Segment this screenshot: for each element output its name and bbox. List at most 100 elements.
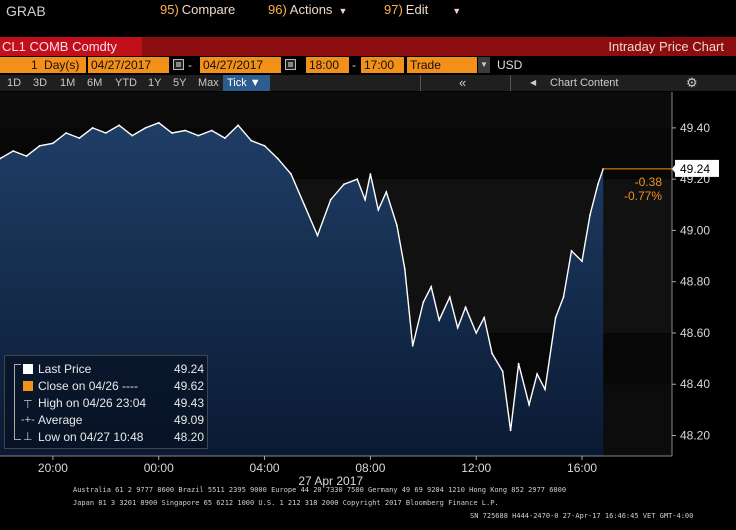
start-date-field[interactable]: 04/27/2017 xyxy=(88,57,169,73)
range-1y-button[interactable]: 1Y xyxy=(148,77,162,89)
range-1m-button[interactable]: 1M xyxy=(60,77,76,89)
period-unit: Day(s) xyxy=(44,58,80,72)
legend-value: 49.62 xyxy=(173,379,204,393)
price-point xyxy=(171,132,173,134)
x-tick-label: 04:00 xyxy=(250,461,280,475)
footer-line: Australia 61 2 9777 8600 Brazil 5511 239… xyxy=(73,486,567,494)
price-point xyxy=(448,296,451,298)
compare-button[interactable]: 95) Compare xyxy=(160,0,235,19)
currency-label: USD xyxy=(497,58,523,72)
price-point xyxy=(597,183,599,186)
period-field[interactable]: 1 Day(s) xyxy=(0,57,86,73)
average-marker-icon: -+- xyxy=(21,414,35,426)
chart-type-title: Intraday Price Chart xyxy=(608,39,724,54)
price-point xyxy=(356,178,359,181)
price-point xyxy=(144,127,147,129)
edit-menu[interactable]: 97) Edit ▼ xyxy=(384,0,461,19)
y-tick-label: 48.80 xyxy=(680,275,710,289)
price-point xyxy=(430,285,433,288)
range-ytd-button[interactable]: YTD xyxy=(115,77,137,89)
price-point xyxy=(369,173,372,175)
price-point xyxy=(38,144,41,147)
price-point xyxy=(303,203,306,206)
price-point xyxy=(157,121,160,124)
compare-number: 95) xyxy=(160,2,179,17)
price-point xyxy=(184,129,187,132)
collapse-back-icon[interactable]: « xyxy=(459,75,467,90)
end-time-field[interactable]: 17:00 xyxy=(361,57,404,73)
price-point xyxy=(385,191,388,193)
calendar-icon[interactable] xyxy=(173,59,184,70)
legend-value: 49.43 xyxy=(173,396,204,410)
price-point xyxy=(589,214,591,216)
ticker-field[interactable]: CL1 COMB Comdty xyxy=(0,37,142,56)
price-point xyxy=(403,268,406,270)
price-point xyxy=(131,134,134,137)
x-tick-label: 16:00 xyxy=(567,461,597,475)
x-axis: 20:00 00:00 04:00 08:00 12:00 16:00 27 Apr 201… xyxy=(0,455,672,488)
price-point xyxy=(237,124,240,127)
price-point xyxy=(263,144,266,147)
price-annotation: 49.24 -0.38-0.77% xyxy=(603,159,719,203)
toolbar-divider xyxy=(420,75,421,91)
price-point xyxy=(25,155,28,157)
price-point xyxy=(91,127,94,129)
edit-label: Edit xyxy=(405,2,429,17)
price-chart[interactable]: 48.20 48.40 48.60 48.80 49.00 49.20 49.40 20:0… xyxy=(0,92,736,530)
x-tick-label: 20:00 xyxy=(38,461,68,475)
price-point xyxy=(78,137,81,139)
high-marker-icon: ⊤ xyxy=(23,399,33,411)
chart-legend[interactable]: Last Price 49.24 Close on 04/26 ---- 49.… xyxy=(4,355,208,449)
x-date-label: 27 Apr 2017 xyxy=(298,474,363,488)
legend-row-last-price: Last Price 49.24 xyxy=(5,361,209,377)
price-point xyxy=(377,209,380,211)
price-point xyxy=(411,344,414,347)
price-point xyxy=(118,124,120,127)
range-1d-button[interactable]: 1D xyxy=(7,77,22,89)
start-time-field[interactable]: 18:00 xyxy=(306,57,349,73)
footer-line: SN 725688 H444-2470-0 27-Apr-17 16:46:45… xyxy=(470,512,694,520)
calendar-icon[interactable] xyxy=(285,59,296,70)
range-tick-dropdown[interactable]: Tick ▼ xyxy=(223,75,270,91)
legend-row-close: Close on 04/26 ---- 49.62 xyxy=(5,378,209,394)
price-point xyxy=(517,362,520,365)
price-point xyxy=(554,316,557,319)
gear-icon[interactable]: ⚙ xyxy=(686,75,698,90)
price-point xyxy=(464,306,467,309)
price-point xyxy=(438,319,441,321)
price-point xyxy=(224,137,226,139)
price-type-dropdown-icon[interactable]: ▼ xyxy=(478,57,490,73)
price-point xyxy=(343,183,345,186)
range-6m-button[interactable]: 6M xyxy=(87,77,103,89)
price-change-pct-label: -0.77% xyxy=(624,189,662,203)
actions-menu[interactable]: 96) Actions ▼ xyxy=(268,0,347,19)
range-5y-button[interactable]: 5Y xyxy=(173,77,187,89)
footer-line: Japan 81 3 3201 8900 Singapore 65 6212 1… xyxy=(73,499,499,507)
actions-dropdown-icon: ▼ xyxy=(338,6,348,16)
price-point xyxy=(290,173,292,175)
price-point xyxy=(364,198,366,201)
price-point xyxy=(581,260,583,263)
price-point xyxy=(483,316,486,319)
price-point xyxy=(65,132,67,134)
close-marker-icon xyxy=(23,381,33,391)
chart-content-button[interactable]: Chart Content xyxy=(550,77,619,89)
last-price-pointer xyxy=(672,164,675,173)
price-point xyxy=(0,157,1,160)
legend-label: Last Price xyxy=(38,362,92,376)
price-point xyxy=(329,198,332,201)
price-point xyxy=(475,332,478,334)
price-type-select[interactable]: Trade xyxy=(407,57,477,73)
price-point xyxy=(250,139,253,142)
legend-value: 49.09 xyxy=(173,413,204,427)
end-date-field[interactable]: 04/27/2017 xyxy=(200,57,281,73)
last-price-label: 49.24 xyxy=(680,162,710,176)
legend-row-low: ⊥ Low on 04/27 10:48 48.20 xyxy=(5,429,209,445)
range-3d-button[interactable]: 3D xyxy=(33,77,48,89)
y-tick-label: 48.60 xyxy=(680,326,710,340)
toolbar-divider xyxy=(510,75,511,91)
price-point xyxy=(12,150,15,152)
range-max-button[interactable]: Max xyxy=(198,77,219,89)
time-range-separator: - xyxy=(352,58,356,72)
price-point xyxy=(509,429,512,432)
